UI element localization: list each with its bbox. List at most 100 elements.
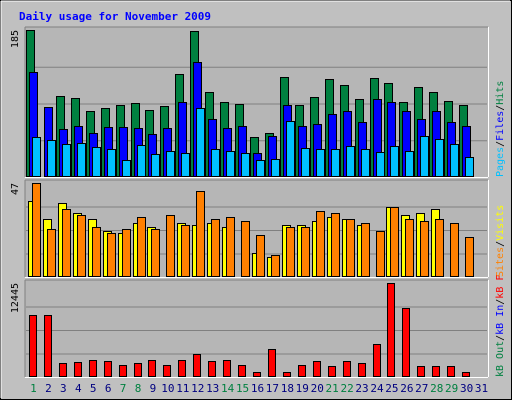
- legend-entry: Pages: [495, 147, 506, 177]
- bar-kb-f-day-7: [119, 365, 127, 377]
- legend-entry: kB In: [495, 305, 506, 335]
- bar-kb-f-day-25: [387, 283, 395, 377]
- bar-kb-f-day-11: [178, 360, 186, 377]
- bar-pages-day-23: [361, 149, 370, 177]
- bar-kb-f-day-21: [328, 366, 336, 377]
- bar-sites-day-11: [181, 225, 190, 277]
- bar-sites-day-29: [450, 223, 459, 277]
- x-tick-label-16: 16: [251, 382, 264, 395]
- legend-entry: /: [495, 335, 506, 341]
- x-tick-label-31: 31: [475, 382, 488, 395]
- x-tick-label-23: 23: [355, 382, 368, 395]
- x-tick-label-18: 18: [281, 382, 294, 395]
- bar-kb-f-day-24: [373, 344, 381, 377]
- bar-pages-day-9: [151, 154, 160, 177]
- bar-pages-day-2: [47, 140, 56, 177]
- x-tick-label-12: 12: [191, 382, 204, 395]
- bar-sites-day-26: [405, 219, 414, 277]
- bar-sites-day-16: [256, 235, 265, 277]
- bar-kb-f-day-16: [253, 372, 261, 377]
- bar-pages-day-21: [331, 149, 340, 177]
- bar-sites-day-18: [286, 227, 295, 277]
- bar-sites-day-7: [122, 229, 131, 277]
- bar-pages-day-28: [435, 139, 444, 177]
- bar-sites-day-27: [420, 221, 429, 277]
- legend-entry: Visits: [495, 205, 506, 241]
- legend-entry: Files: [495, 111, 506, 141]
- bar-kb-f-day-15: [238, 365, 246, 377]
- x-tick-label-2: 2: [45, 382, 52, 395]
- bar-kb-f-day-28: [432, 366, 440, 377]
- bar-sites-day-5: [92, 227, 101, 277]
- bar-sites-day-17: [271, 255, 280, 277]
- bar-pages-day-14: [226, 151, 235, 177]
- bar-kb-f-day-19: [298, 365, 306, 377]
- bar-pages-day-20: [316, 149, 325, 177]
- bar-pages-day-22: [346, 146, 355, 177]
- y-max-label: 12445: [10, 283, 21, 313]
- bar-sites-day-28: [435, 219, 444, 277]
- x-axis-tick-labels: 1 2 3 4 5 6 7 8 9 10 11 12 13 14 15 16 17 18 19 20 21 22 23 24 2…: [30, 382, 488, 395]
- bar-sites-day-8: [137, 217, 146, 277]
- bar-pages-day-26: [405, 151, 414, 177]
- chart-title: Daily usage for November 2009: [19, 10, 211, 23]
- bar-pages-day-12: [196, 108, 205, 177]
- x-tick-label-1: 1: [30, 382, 37, 395]
- bar-kb-f-day-30: [462, 372, 470, 377]
- bar-kb-f-day-23: [358, 363, 366, 377]
- x-tick-label-13: 13: [206, 382, 219, 395]
- bar-kb-f-day-8: [134, 363, 142, 377]
- panel-visits-sites: 47 Sites/Visits: [10, 179, 506, 278]
- bar-pages-day-10: [166, 151, 175, 177]
- bar-pages-day-25: [390, 146, 399, 177]
- bar-sites-day-10: [166, 215, 175, 277]
- bar-pages-day-7: [122, 160, 131, 177]
- bar-sites-day-21: [331, 213, 340, 277]
- bar-sites-day-24: [376, 231, 385, 277]
- bar-kb-f-day-20: [313, 361, 321, 377]
- bar-kb-f-day-6: [104, 361, 112, 377]
- bar-kb-f-day-17: [268, 349, 276, 377]
- x-tick-label-20: 20: [311, 382, 324, 395]
- bar-pages-day-11: [181, 153, 190, 177]
- bar-pages-day-1: [32, 137, 41, 177]
- bar-kb-f-day-27: [417, 366, 425, 377]
- bar-kb-f-day-4: [74, 362, 82, 377]
- x-tick-label-15: 15: [236, 382, 249, 395]
- panel-background: [25, 280, 488, 377]
- x-tick-label-19: 19: [296, 382, 309, 395]
- legend-entry: kB Out: [495, 341, 506, 377]
- bar-sites-day-12: [196, 191, 205, 277]
- bar-kb-f-day-13: [208, 361, 216, 377]
- y-max-label: 47: [10, 183, 21, 195]
- bar-kb-f-day-9: [148, 360, 156, 377]
- bar-kb-f-day-22: [343, 361, 351, 377]
- bar-kb-f-day-12: [193, 354, 201, 377]
- bar-pages-day-15: [241, 153, 250, 177]
- bar-kb-f-day-14: [223, 360, 231, 377]
- x-tick-label-21: 21: [326, 382, 339, 395]
- bar-sites-day-3: [62, 209, 71, 277]
- legend: Pages/Files/Hits: [495, 81, 506, 177]
- bar-sites-day-22: [346, 219, 355, 277]
- bar-sites-day-2: [47, 229, 56, 277]
- x-tick-label-7: 7: [120, 382, 127, 395]
- bar-sites-day-20: [316, 211, 325, 277]
- bar-pages-day-16: [256, 160, 265, 177]
- bar-pages-day-4: [77, 143, 86, 177]
- x-tick-label-30: 30: [460, 382, 473, 395]
- legend-entry: kB F: [495, 275, 506, 299]
- legend-entry: /: [495, 105, 506, 111]
- x-tick-label-4: 4: [75, 382, 82, 395]
- x-tick-label-11: 11: [176, 382, 189, 395]
- bar-pages-day-29: [450, 144, 459, 177]
- x-tick-label-10: 10: [161, 382, 174, 395]
- bar-kb-f-day-2: [44, 315, 52, 377]
- x-tick-label-5: 5: [90, 382, 97, 395]
- bar-pages-day-3: [62, 144, 71, 177]
- bar-pages-day-24: [376, 152, 385, 177]
- bar-pages-day-19: [301, 148, 310, 177]
- bar-pages-day-17: [271, 159, 280, 177]
